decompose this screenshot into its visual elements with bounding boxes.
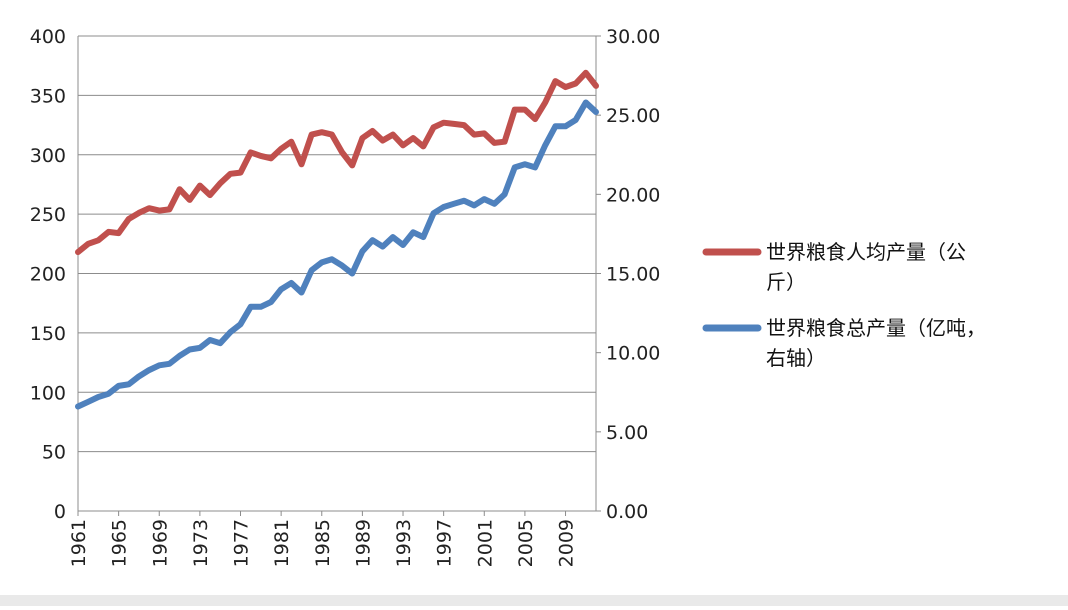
right-axis-tick-label: 30.00: [606, 26, 660, 48]
x-axis-tick-label: 2009: [556, 519, 578, 567]
right-axis-tick-label: 15.00: [606, 264, 660, 286]
bottom-strip: [0, 595, 1068, 606]
legend-item-total: 世界粮食总产量（亿吨， 右轴）: [706, 316, 986, 370]
x-axis-tick-label: 1997: [434, 519, 456, 567]
left-axis-tick-label: 150: [30, 323, 66, 345]
series-line-per-capita: [78, 73, 596, 252]
right-axis-tick-label: 20.00: [606, 184, 660, 206]
left-axis-tick-label: 100: [30, 382, 66, 404]
legend-label-total-line1: 世界粮食总产量（亿吨，: [766, 316, 986, 340]
x-axis-tick-label: 1977: [231, 519, 253, 567]
x-axis-tick-label: 1961: [68, 519, 90, 567]
x-axis-tick-label: 2005: [515, 519, 537, 567]
x-axis-tick-labels: 1961 1965 1969 1973 1977 1981 1985 1989 1993 1997…: [68, 519, 578, 567]
legend-label-per-capita-line1: 世界粮食人均产量（公: [766, 240, 966, 264]
x-axis-tick-label: 1969: [149, 519, 171, 567]
gridlines: [78, 36, 596, 452]
left-axis-tick-label: 350: [30, 85, 66, 107]
legend: 世界粮食人均产量（公 斤） 世界粮食总产量（亿吨， 右轴）: [706, 240, 986, 370]
x-axis-tick-label: 1973: [190, 519, 212, 567]
left-axis-tick-label: 0: [54, 501, 66, 523]
legend-label-total-line2: 右轴）: [766, 346, 826, 370]
right-axis-tick-label: 25.00: [606, 105, 660, 127]
left-axis-tick-label: 300: [30, 145, 66, 167]
x-axis-tick-label: 1985: [312, 519, 334, 567]
series-lines: [78, 73, 596, 407]
legend-item-per-capita: 世界粮食人均产量（公 斤）: [706, 240, 966, 294]
left-axis-tick-label: 50: [42, 442, 66, 464]
right-axis-tick-labels: 0.00 5.00 10.00 15.00 20.00 25.00 30.00: [606, 26, 660, 523]
right-axis-tick-label: 0.00: [606, 501, 648, 523]
left-axis-tick-label: 400: [30, 26, 66, 48]
x-axis-tick-label: 1965: [109, 519, 131, 567]
right-axis-tick-label: 10.00: [606, 343, 660, 365]
x-axis-tick-label: 1993: [393, 519, 415, 567]
legend-label-per-capita-line2: 斤）: [766, 270, 806, 294]
x-axis-tick-label: 2001: [474, 519, 496, 567]
left-axis-tick-labels: 0 50 100 150 200 250 300 350 400: [30, 26, 66, 523]
right-axis-tick-label: 5.00: [606, 422, 648, 444]
x-axis-tick-label: 1989: [352, 519, 374, 567]
left-axis-tick-label: 200: [30, 264, 66, 286]
left-axis-tick-label: 250: [30, 204, 66, 226]
x-axis-tick-label: 1981: [271, 519, 293, 567]
